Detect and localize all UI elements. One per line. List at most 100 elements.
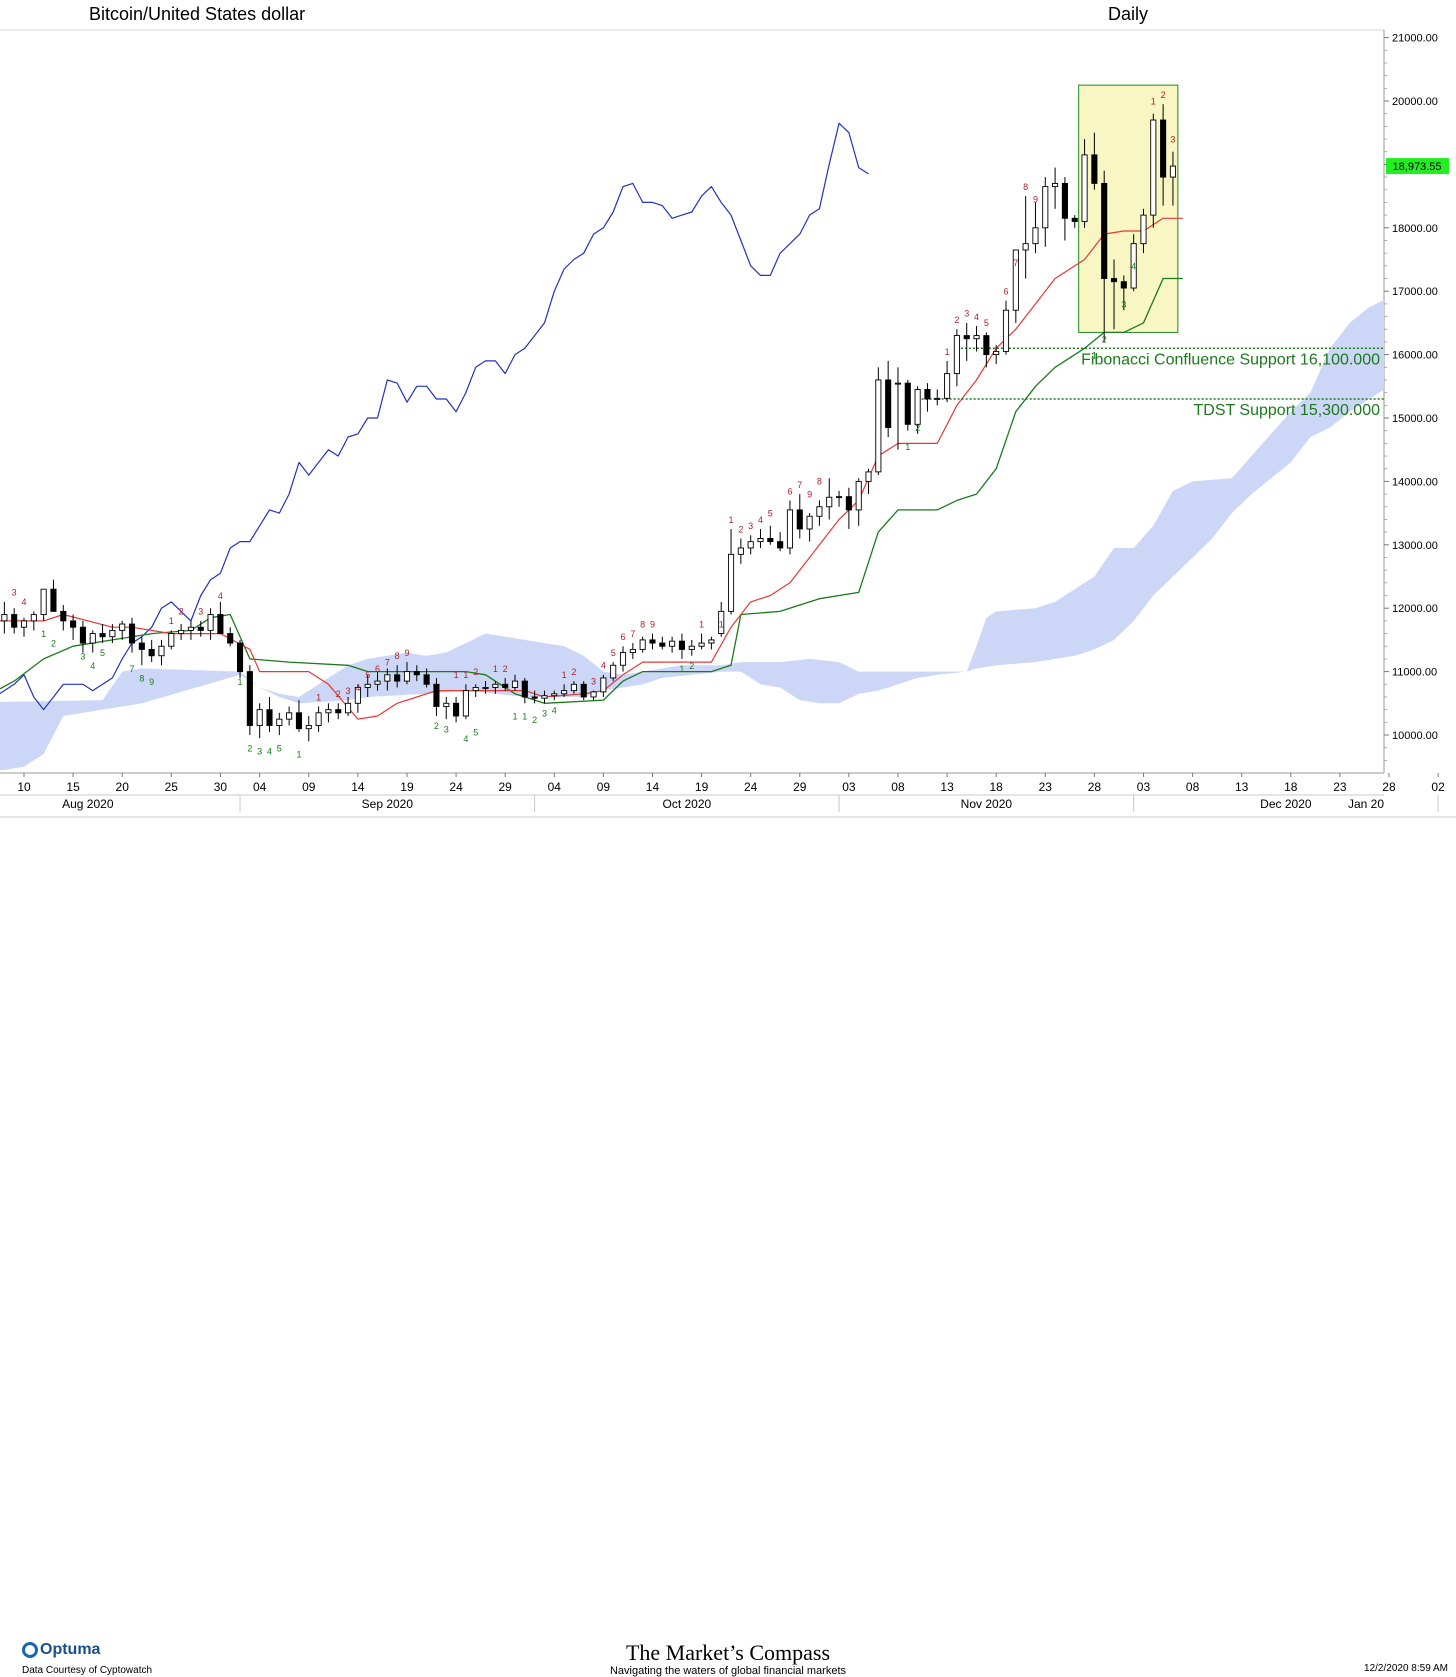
candle-body bbox=[610, 664, 617, 679]
candle bbox=[963, 322, 970, 361]
td-sell-count: 1 bbox=[463, 670, 468, 680]
candle-body bbox=[168, 633, 175, 647]
candle-body bbox=[1140, 214, 1147, 245]
candle-body bbox=[580, 683, 587, 698]
candle-body bbox=[1071, 217, 1078, 222]
x-tick-label: 10 bbox=[17, 780, 31, 794]
candle bbox=[403, 662, 411, 685]
candle-body bbox=[1022, 243, 1029, 251]
x-tick-label: 25 bbox=[165, 780, 179, 794]
tenkan-sen-line bbox=[0, 217, 1183, 720]
candle bbox=[60, 605, 67, 631]
candle-body bbox=[993, 350, 1000, 356]
td-sell-count: 7 bbox=[1013, 258, 1018, 268]
candle bbox=[659, 636, 666, 650]
candle bbox=[492, 681, 499, 694]
candle-body bbox=[413, 671, 420, 676]
candle bbox=[934, 389, 941, 406]
td-sell-count: 5 bbox=[365, 670, 370, 680]
td-sell-count: 3 bbox=[964, 309, 969, 319]
candle-body bbox=[600, 677, 607, 693]
candle bbox=[394, 665, 401, 688]
candle-body bbox=[698, 642, 705, 647]
x-tick-label: 04 bbox=[253, 780, 267, 794]
candle-body bbox=[639, 639, 646, 650]
candle-body bbox=[246, 671, 253, 726]
x-tick-label: 14 bbox=[351, 780, 365, 794]
candle-body bbox=[1160, 119, 1167, 178]
candle-body bbox=[138, 642, 145, 650]
candle bbox=[541, 690, 548, 704]
candle bbox=[217, 601, 224, 635]
candle bbox=[1169, 151, 1176, 206]
x-tick-label: 04 bbox=[548, 780, 562, 794]
candle bbox=[433, 677, 440, 716]
candle-body bbox=[865, 471, 872, 482]
candle bbox=[993, 345, 1000, 365]
candle-body bbox=[119, 623, 126, 631]
candle bbox=[1130, 234, 1137, 292]
candle-body bbox=[845, 496, 852, 511]
x-tick-label: 23 bbox=[1039, 780, 1053, 794]
candle-body bbox=[747, 541, 754, 549]
td-buy-count: 2 bbox=[532, 715, 537, 725]
x-tick-label: 03 bbox=[842, 780, 856, 794]
candle bbox=[561, 684, 568, 697]
td-buy-count: 8 bbox=[139, 674, 144, 684]
td-buy-count: 9 bbox=[149, 677, 154, 687]
candle-body bbox=[708, 639, 715, 644]
x-tick-label: 03 bbox=[1137, 780, 1151, 794]
y-tick-label: 15000.00 bbox=[1392, 413, 1438, 425]
td-sell-count: 3 bbox=[346, 686, 351, 696]
month-label: Oct 2020 bbox=[662, 797, 711, 811]
candle bbox=[855, 478, 862, 526]
candle bbox=[40, 588, 47, 621]
td-sell-count: 4 bbox=[21, 597, 26, 607]
candle-body bbox=[885, 379, 892, 428]
candle-body bbox=[286, 712, 293, 720]
candle-body bbox=[659, 642, 666, 647]
candle bbox=[944, 360, 951, 403]
candle bbox=[924, 383, 931, 412]
candle bbox=[786, 500, 794, 555]
candle bbox=[325, 703, 332, 723]
candle bbox=[688, 639, 695, 656]
candle-body bbox=[1091, 154, 1098, 184]
candle bbox=[482, 681, 489, 694]
candle-body bbox=[462, 690, 469, 717]
y-tick-label: 21000.00 bbox=[1392, 33, 1438, 45]
candle-body bbox=[816, 506, 823, 517]
candle bbox=[187, 620, 194, 640]
candle bbox=[11, 608, 18, 634]
td-sell-count: 8 bbox=[640, 619, 645, 629]
candle bbox=[580, 681, 587, 701]
td-buy-count: 3 bbox=[257, 747, 262, 757]
x-tick-label: 18 bbox=[1284, 780, 1298, 794]
x-tick-label: 19 bbox=[695, 780, 709, 794]
candle-body bbox=[914, 389, 921, 425]
candle bbox=[315, 706, 322, 732]
candle-body bbox=[227, 633, 234, 644]
td-buy-count: 2 bbox=[247, 743, 252, 753]
candle bbox=[335, 703, 342, 720]
candle bbox=[178, 624, 185, 640]
candle bbox=[20, 617, 28, 637]
candle bbox=[50, 579, 57, 612]
td-sell-count: 2 bbox=[179, 607, 184, 617]
candle-body bbox=[325, 709, 332, 714]
candle bbox=[600, 674, 607, 697]
td-buy-count: 4 bbox=[267, 747, 272, 757]
td-buy-count: 1 bbox=[679, 664, 684, 674]
td-sell-count: 4 bbox=[974, 312, 979, 322]
td-buy-count: 1 bbox=[512, 712, 517, 722]
month-label: Aug 2020 bbox=[62, 797, 114, 811]
candle-body bbox=[718, 610, 725, 635]
candle bbox=[845, 487, 852, 529]
y-tick-label: 12000.00 bbox=[1392, 603, 1438, 615]
cloud-bullish-segment bbox=[0, 299, 1384, 771]
candle bbox=[1120, 275, 1127, 311]
td-buy-count: 5 bbox=[277, 743, 282, 753]
candle-body bbox=[403, 671, 411, 682]
x-tick-label: 14 bbox=[646, 780, 660, 794]
candle-body bbox=[30, 614, 37, 622]
